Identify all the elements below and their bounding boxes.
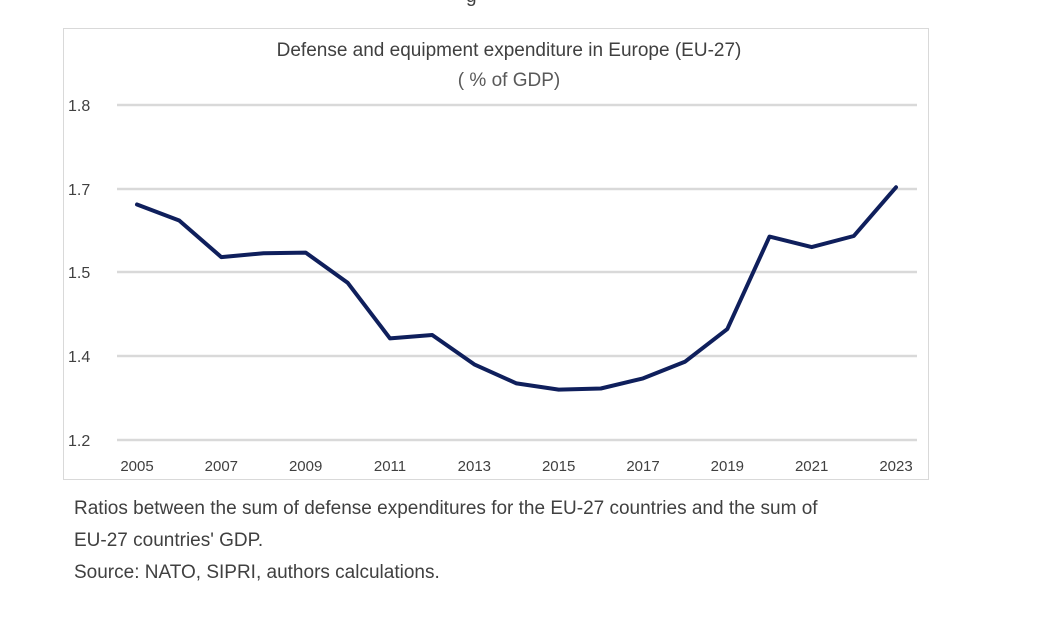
partial-heading-text: g [466,0,477,8]
chart-title: Defense and equipment expenditure in Eur… [277,40,742,61]
y-tick-label: 1.8 [68,98,90,115]
x-axis-ticks: 2005 2007 2009 2011 2013 2015 2017 2019 2021 2023 [120,458,912,475]
figure-caption: Ratios between the sum of defense expend… [74,493,974,589]
line-chart: Defense and equipment expenditure in Eur… [68,40,917,475]
y-tick-label: 1.2 [68,433,90,450]
y-tick-label: 1.4 [68,349,90,366]
x-tick-label: 2007 [205,458,238,475]
x-tick-label: 2009 [289,458,322,475]
y-axis-ticks: 1.8 1.7 1.5 1.4 1.2 [68,98,90,450]
x-tick-label: 2023 [879,458,912,475]
x-tick-label: 2005 [120,458,153,475]
x-tick-label: 2017 [626,458,659,475]
y-tick-label: 1.5 [68,265,90,282]
x-tick-label: 2013 [458,458,491,475]
gridlines [117,103,917,442]
chart-subtitle: ( % of GDP) [458,70,560,91]
x-tick-label: 2021 [795,458,828,475]
series-layer [135,185,898,392]
x-tick-label: 2011 [374,458,406,475]
series-line [135,185,898,392]
caption-line: EU-27 countries' GDP. [74,530,264,551]
caption-line: Source: NATO, SIPRI, authors calculation… [74,562,440,583]
x-tick-label: 2019 [711,458,744,475]
chart-frame: Defense and equipment expenditure in Eur… [63,28,929,480]
x-tick-label: 2015 [542,458,575,475]
y-tick-label: 1.7 [68,182,90,199]
caption-line: Ratios between the sum of defense expend… [74,498,818,519]
